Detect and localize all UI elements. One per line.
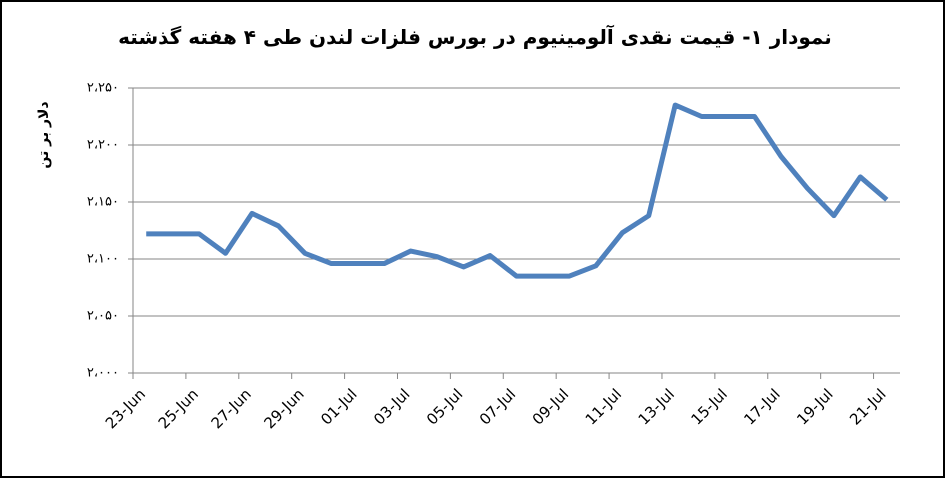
y-tick-label: ۲،۲۵۰ [87,81,119,96]
chart-title: نمودار ۱- قیمت نقدی آلومینیوم در بورس فل… [118,24,832,49]
y-axis-label: دلار بر تن [36,101,52,168]
y-tick-label: ۲،۱۰۰ [87,252,119,267]
y-tick-label: ۲،۰۵۰ [87,309,119,324]
y-tick-label: ۲،۰۰۰ [87,366,119,381]
y-tick-label: ۲،۲۰۰ [87,138,119,153]
data-line [146,102,889,279]
y-tick-label: ۲،۱۵۰ [87,195,119,210]
